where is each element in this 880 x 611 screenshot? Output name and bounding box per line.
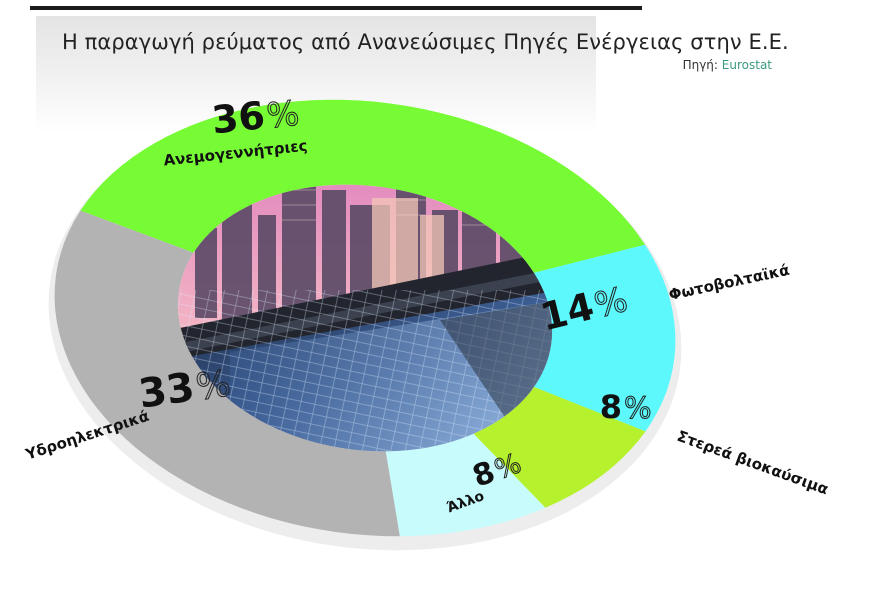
source-label: Πηγή:: [682, 58, 718, 72]
source-credit: Πηγή: Eurostat: [683, 58, 772, 72]
slice-value-unit: %: [265, 94, 301, 137]
slice-0: [80, 99, 646, 273]
slice-value-4: 33%: [136, 363, 234, 418]
slice-1: [533, 244, 676, 432]
slice-4: [54, 210, 400, 537]
slice-value-number: 33: [136, 364, 198, 417]
slice-label-2: Στερεά βιοκαύσιμα: [675, 427, 831, 499]
chart-title: Η παραγωγή ρεύματος από Ανανεώσιμες Πηγέ…: [62, 30, 789, 54]
slice-value-unit: %: [194, 363, 234, 408]
slice-value-number: 36: [210, 93, 267, 142]
source-name: Eurostat: [721, 58, 772, 72]
slice-value-number: 8: [600, 388, 622, 426]
slice-2: [473, 386, 646, 508]
top-rule: [30, 6, 642, 10]
slice-value-unit: %: [624, 391, 652, 425]
slice-3: [385, 433, 546, 537]
slices: [54, 99, 676, 537]
slice-value-2: 8%: [600, 388, 652, 426]
slice-label-1: Φωτοβολταϊκά: [667, 261, 791, 304]
slice-value-0: 36%: [210, 93, 302, 142]
